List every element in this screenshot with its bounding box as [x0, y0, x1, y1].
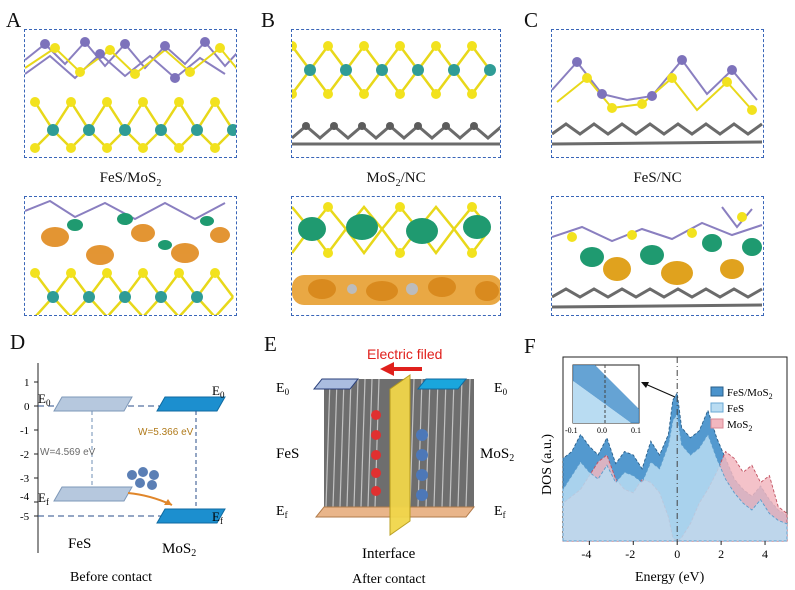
inset-tick-01: 0.1	[631, 426, 641, 435]
panel-letter-d: D	[10, 330, 26, 354]
panel-letter-e: E	[264, 332, 277, 356]
panel-letter-b: B	[261, 8, 276, 32]
legend-label-fes: FeS	[727, 403, 744, 415]
tick-neg5: -5	[20, 511, 30, 523]
charge-density-mos2-nc-drawing	[292, 202, 500, 305]
dos-inset: -0.1 0.0 0.1	[565, 364, 676, 435]
charge-density-fes-mos2-drawing	[25, 199, 234, 315]
legend-swatch-mos2	[710, 418, 724, 429]
right-ef-label: Ef	[212, 509, 223, 526]
band-axis-ticks	[34, 381, 38, 517]
dos-x-ticks: -4 -2 0 2 4	[581, 541, 768, 561]
structure-fes-mos2-drawing	[25, 37, 236, 153]
e-right-e0: E0	[494, 381, 508, 397]
mos2-fermi-block	[156, 508, 226, 524]
legend-swatch-fes	[710, 402, 724, 413]
inset-pointer-arrow	[642, 382, 676, 398]
electron-flow-arrowhead	[164, 499, 172, 505]
tick-neg1: -1	[20, 425, 29, 437]
dos-xtick-label: 0	[674, 547, 680, 561]
mos2-vacuum-block	[156, 396, 226, 412]
inset-pointer-arrowhead	[641, 382, 649, 388]
inset-fes-area	[573, 381, 631, 423]
fes-vacuum-block	[53, 396, 133, 412]
e-left-e0: E0	[276, 381, 290, 397]
structure-mos2-nc-drawing	[292, 41, 500, 146]
inset-fes-mos2-band	[573, 365, 639, 423]
legend-label-mos2: MoS2	[727, 419, 752, 433]
interface-diagram: Electric filed E0 E0 FeS MoS2 Ef Ef Inte…	[276, 346, 514, 587]
dos-xtick-label: 4	[762, 547, 768, 561]
dos-series-group	[562, 391, 788, 542]
e-label-mos2: MoS2	[480, 446, 514, 464]
e0-label: E0	[38, 391, 51, 408]
caption-fes-mos2: FeS/MoS2	[99, 170, 162, 189]
band-diagram: 1 0 -1 -2 -3 -4 -5 E0 Ef W=4.569 eV W=5.…	[20, 363, 226, 585]
structure-mos2-nc	[291, 29, 501, 158]
electric-field-arrowhead	[380, 362, 394, 376]
tick-0: 0	[24, 401, 30, 413]
label-fes: FeS	[68, 536, 91, 552]
panel-letter-c: C	[524, 8, 539, 32]
w-fes-label: W=4.569 eV	[40, 447, 96, 458]
tick-neg4: -4	[20, 491, 30, 503]
dos-chart: -4 -2 0 2 4 DOS (a.u.) Energy (eV) FeS/MoS2 …	[540, 356, 788, 585]
caption-after-contact: After contact	[352, 572, 426, 587]
dos-legend: FeS/MoS2 FeS MoS2	[710, 386, 773, 433]
charge-density-fes-nc	[551, 196, 764, 316]
structure-fes-nc-drawing	[552, 55, 763, 146]
negative-charges	[416, 429, 428, 501]
fes-top-plate	[312, 378, 360, 390]
tick-neg3: -3	[20, 473, 30, 485]
w-mos2-label: W=5.366 eV	[138, 427, 194, 438]
tick-neg2: -2	[20, 449, 29, 461]
electron-group	[127, 467, 159, 490]
interface-plane	[389, 374, 411, 536]
positive-charges	[371, 410, 381, 496]
panel-letter-f: F	[524, 334, 536, 358]
right-e0-label: E0	[212, 383, 225, 400]
legend-swatch-fes-mos2	[710, 386, 724, 397]
charge-density-fes-mos2	[24, 196, 237, 316]
dos-ylabel: DOS (a.u.)	[540, 434, 555, 495]
tick-1: 1	[24, 377, 30, 389]
label-mos2: MoS2	[162, 541, 196, 559]
dos-xtick-label: 2	[718, 547, 724, 561]
ef-label: Ef	[38, 490, 49, 507]
caption-fes-nc: FeS/NC	[633, 170, 682, 186]
caption-before-contact: Before contact	[70, 570, 152, 585]
inset-tick-neg01: -0.1	[565, 426, 578, 435]
mos2-top-plate	[416, 378, 468, 390]
e-left-ef: Ef	[276, 504, 288, 520]
e-label-fes: FeS	[276, 446, 299, 462]
dos-xtick-label: -2	[625, 547, 635, 561]
electric-field-label: Electric filed	[367, 346, 442, 362]
charge-density-fes-nc-drawing	[552, 206, 763, 309]
inset-tick-00: 0.0	[597, 426, 607, 435]
caption-mos2-nc: MoS2/NC	[366, 170, 426, 189]
structure-fes-nc	[551, 29, 764, 158]
charge-density-mos2-nc	[291, 196, 501, 316]
dos-xlabel: Energy (eV)	[635, 570, 705, 585]
structure-fes-mos2	[24, 29, 237, 158]
panel-letter-a: A	[6, 8, 22, 32]
dos-xtick-label: -4	[581, 547, 591, 561]
interface-label: Interface	[362, 546, 416, 562]
legend-label-fes-mos2: FeS/MoS2	[727, 387, 773, 401]
e-right-ef: Ef	[494, 504, 506, 520]
fes-fermi-block	[53, 486, 133, 502]
